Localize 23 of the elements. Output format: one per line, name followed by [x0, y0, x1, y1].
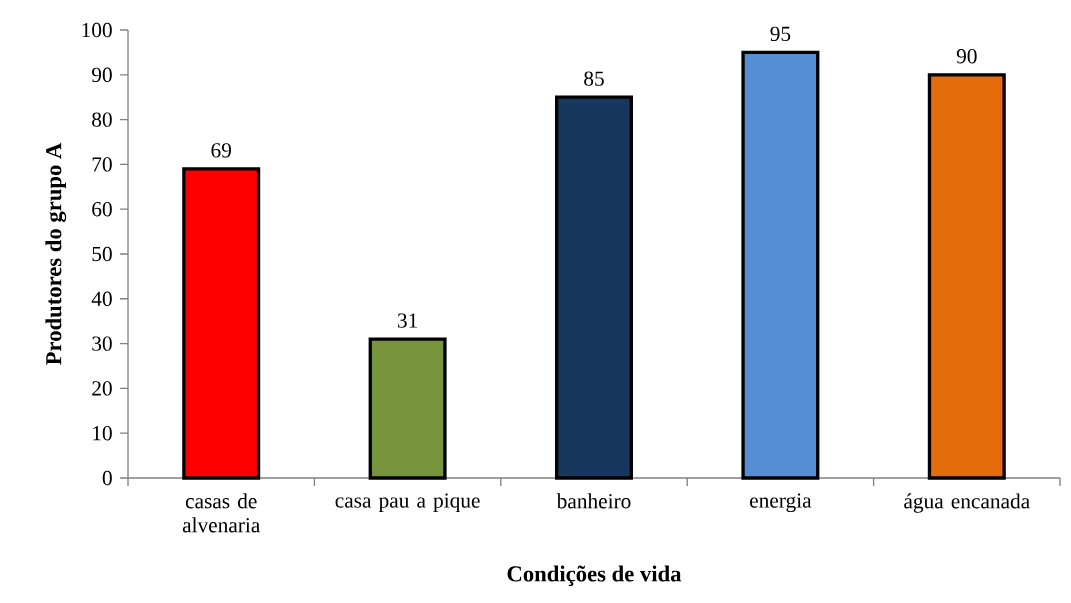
x-tick-label: casas de alvenaria: [182, 493, 261, 533]
x-tick-label: banheiro: [556, 493, 631, 509]
y-tick-label: 40: [91, 291, 112, 306]
data-label: 31: [397, 313, 417, 328]
y-tick-label: 60: [92, 202, 112, 217]
x-tick-label: energia: [750, 493, 812, 513]
data-label: 95: [770, 26, 791, 42]
y-tick-label: 20: [92, 381, 112, 396]
x-tick-label: casa pau a pique: [335, 493, 480, 513]
y-tick-label: 0: [102, 470, 112, 486]
x-tick-label: água encanada: [904, 493, 1030, 513]
y-tick-label: 50: [92, 246, 112, 262]
x-axis-title: Condições de vida: [507, 565, 682, 586]
y-tick-label: 80: [92, 112, 112, 127]
y-tick-label: 30: [92, 336, 112, 351]
data-label: 85: [584, 71, 604, 86]
data-label: 69: [211, 143, 231, 158]
y-axis-title: Produtores do grupo A: [45, 142, 67, 365]
y-tick-label: 100: [82, 22, 112, 38]
data-label: 90: [956, 49, 977, 64]
y-tick-label: 90: [91, 67, 112, 82]
y-tick-label: 70: [92, 157, 112, 172]
y-tick-label: 10: [93, 426, 112, 441]
